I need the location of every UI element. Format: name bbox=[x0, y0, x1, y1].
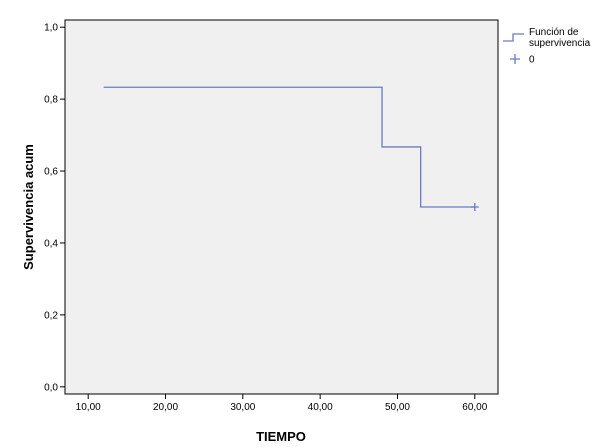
x-axis-title: TIEMPO bbox=[256, 429, 306, 444]
legend-label-survival-line2: supervivencia bbox=[529, 38, 591, 49]
x-tick-label: 10,00 bbox=[76, 402, 101, 413]
legend-plus-icon bbox=[510, 54, 520, 64]
x-tick-label: 20,00 bbox=[153, 402, 178, 413]
censored-plus-mark bbox=[470, 203, 479, 211]
x-axis-ticks: 10,00 20,00 30,00 40,00 50,00 60,00 bbox=[76, 394, 488, 413]
series-layer bbox=[103, 86, 475, 208]
legend-label-survival-line1: Función de bbox=[529, 27, 579, 38]
x-tick-label: 50,00 bbox=[385, 402, 410, 413]
y-tick-label: 0,6 bbox=[44, 167, 58, 178]
x-tick-label: 30,00 bbox=[230, 402, 255, 413]
censored-marks bbox=[470, 203, 479, 211]
y-tick-label: 1,0 bbox=[44, 23, 58, 34]
y-axis-title: Supervivencia acum bbox=[21, 144, 36, 270]
survival-step-line bbox=[103, 86, 475, 208]
legend-step-icon bbox=[503, 33, 524, 42]
y-tick-label: 0,4 bbox=[44, 238, 58, 249]
y-axis-ticks: 0,0 0,2 0,4 0,6 0,8 1,0 bbox=[44, 23, 65, 393]
x-tick-label: 60,00 bbox=[462, 402, 487, 413]
legend-label-censored: 0 bbox=[529, 55, 535, 66]
y-tick-label: 0,8 bbox=[44, 95, 58, 106]
y-tick-label: 0,0 bbox=[44, 382, 58, 393]
x-tick-label: 40,00 bbox=[308, 402, 333, 413]
y-tick-label: 0,2 bbox=[44, 310, 58, 321]
